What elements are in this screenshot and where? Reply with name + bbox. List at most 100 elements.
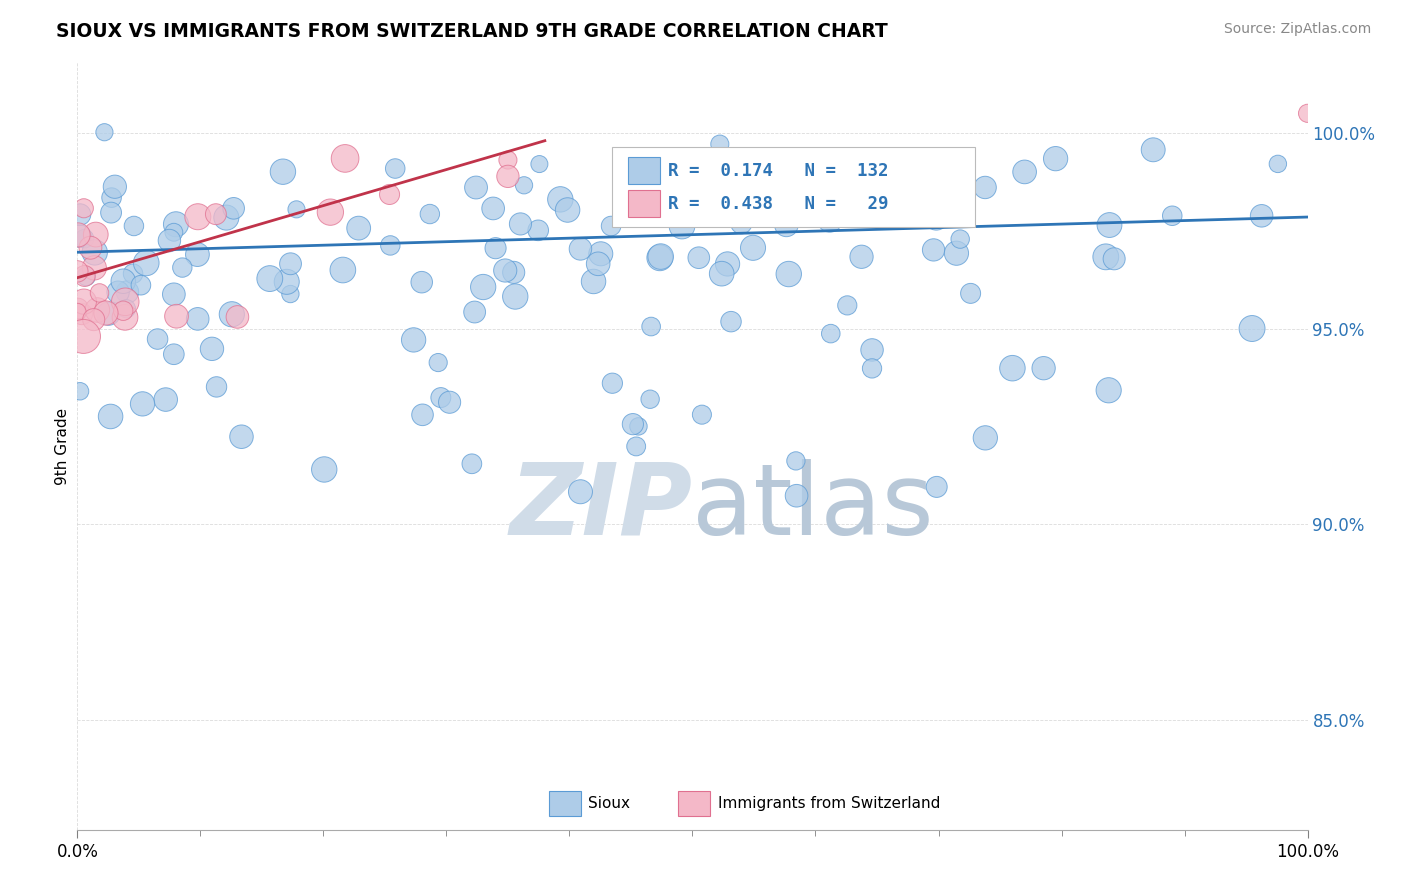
Point xyxy=(86,303,108,318)
Point xyxy=(146,332,169,346)
Point xyxy=(380,238,402,252)
Point xyxy=(333,152,356,166)
Point xyxy=(75,269,97,284)
Point xyxy=(671,166,693,180)
FancyBboxPatch shape xyxy=(613,147,976,227)
Point xyxy=(509,217,531,231)
Y-axis label: 9th Grade: 9th Grade xyxy=(55,408,70,484)
Point xyxy=(785,454,807,468)
Point xyxy=(837,298,859,312)
Point xyxy=(569,242,592,256)
Point xyxy=(1142,143,1164,157)
Point xyxy=(582,275,605,289)
Point xyxy=(778,267,800,281)
Point xyxy=(378,187,401,202)
Point xyxy=(427,355,450,369)
Point xyxy=(650,250,672,264)
Point xyxy=(69,229,91,244)
Point xyxy=(205,380,228,394)
Point xyxy=(187,311,209,326)
Point xyxy=(602,376,624,391)
Point xyxy=(685,206,707,220)
Point xyxy=(107,285,129,300)
Point xyxy=(648,251,671,265)
Point xyxy=(69,384,91,399)
Point xyxy=(100,409,122,424)
Point xyxy=(974,180,997,194)
Point xyxy=(221,307,243,321)
Point xyxy=(720,315,742,329)
Point xyxy=(1250,209,1272,223)
FancyBboxPatch shape xyxy=(548,791,581,816)
Point xyxy=(1267,157,1289,171)
FancyBboxPatch shape xyxy=(628,190,661,218)
Point xyxy=(690,408,713,422)
Point xyxy=(166,310,188,324)
Point xyxy=(155,392,177,407)
Point xyxy=(1094,250,1116,264)
Point xyxy=(100,205,122,219)
Point xyxy=(419,207,441,221)
Point xyxy=(129,278,152,293)
Point xyxy=(104,179,127,194)
Point xyxy=(824,209,846,223)
Point xyxy=(1014,165,1036,179)
Point xyxy=(83,260,105,275)
Point xyxy=(820,326,842,341)
Point xyxy=(621,417,644,432)
Text: R =  0.438   N =   29: R = 0.438 N = 29 xyxy=(668,194,889,212)
Point xyxy=(67,227,90,242)
Text: ZIP: ZIP xyxy=(509,458,693,556)
Point xyxy=(319,205,342,219)
Point xyxy=(465,180,488,194)
Point xyxy=(496,153,519,167)
FancyBboxPatch shape xyxy=(678,791,710,816)
Point xyxy=(73,294,96,309)
Point xyxy=(72,329,94,343)
Point xyxy=(280,257,302,271)
Point xyxy=(1241,321,1264,335)
Point xyxy=(412,408,434,422)
Point xyxy=(1001,361,1024,376)
FancyBboxPatch shape xyxy=(628,157,661,185)
Text: Source: ZipAtlas.com: Source: ZipAtlas.com xyxy=(1223,22,1371,37)
Point xyxy=(89,285,111,300)
Point xyxy=(702,205,724,219)
Point xyxy=(860,343,883,357)
Point xyxy=(115,301,138,316)
Point xyxy=(347,221,370,235)
Point xyxy=(1045,152,1067,166)
Point xyxy=(557,202,579,217)
Point xyxy=(818,212,841,227)
Point xyxy=(1098,384,1121,398)
Point xyxy=(411,275,433,289)
Point xyxy=(1102,252,1125,266)
Point xyxy=(172,260,194,275)
Point xyxy=(748,195,770,210)
Point xyxy=(974,431,997,445)
Point xyxy=(879,180,901,194)
Point xyxy=(569,484,592,499)
Point xyxy=(461,457,484,471)
Text: R =  0.174   N =  132: R = 0.174 N = 132 xyxy=(668,161,889,179)
Point xyxy=(112,274,135,288)
Point xyxy=(100,191,122,205)
Point xyxy=(114,294,136,309)
Point xyxy=(513,178,536,193)
Point xyxy=(83,245,105,260)
Point xyxy=(201,342,224,356)
Point xyxy=(402,333,425,347)
Point xyxy=(550,192,572,206)
Point xyxy=(97,307,120,321)
Point xyxy=(117,285,139,299)
Point xyxy=(959,286,981,301)
Point xyxy=(716,257,738,271)
Point xyxy=(464,305,486,319)
Point xyxy=(527,223,550,237)
Point xyxy=(186,247,208,261)
Point xyxy=(439,395,461,409)
Point xyxy=(131,397,153,411)
Point xyxy=(66,264,89,278)
Point xyxy=(638,392,661,407)
Point xyxy=(589,247,612,261)
